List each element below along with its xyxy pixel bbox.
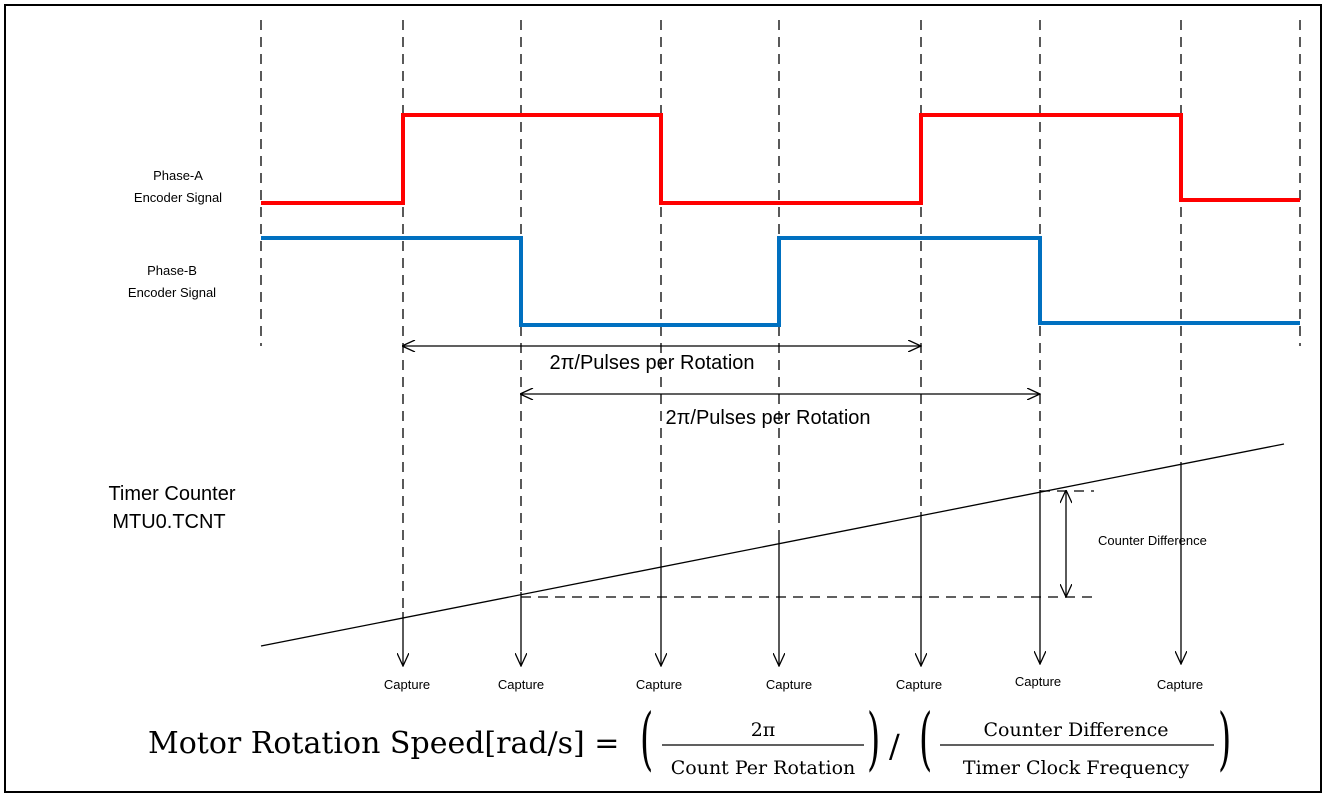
capture-label: Capture — [1015, 674, 1061, 689]
timer-counter-label-line1: Timer Counter — [108, 483, 235, 505]
counter-ramp-line — [260, 443, 1285, 647]
timer-counter-label-line2: MTU0.TCNT — [112, 511, 225, 533]
formula-numerator-1: 2π — [751, 719, 776, 741]
phase-a-label-line1: Phase-A — [153, 168, 203, 183]
capture-label: Capture — [896, 677, 942, 692]
left-paren: ( — [640, 699, 653, 779]
capture-arrows — [403, 466, 1181, 666]
phase-a-waveform — [261, 113, 1300, 205]
left-paren: ( — [919, 699, 932, 779]
capture-guide-lines — [402, 20, 1182, 612]
counter-difference-label: Counter Difference — [1098, 533, 1207, 548]
capture-label: Capture — [498, 677, 544, 692]
edge-guide-lines — [260, 20, 1301, 346]
capture-label: Capture — [636, 677, 682, 692]
phase-b-label-line1: Phase-B — [147, 263, 197, 278]
right-paren: ) — [1218, 699, 1231, 779]
phase-a-label-line2: Encoder Signal — [134, 190, 222, 205]
interval-label-1: 2π/Pulses per Rotation — [549, 352, 754, 374]
phase-b-waveform — [261, 236, 1300, 327]
capture-label: Capture — [766, 677, 812, 692]
capture-label: Capture — [1157, 677, 1203, 692]
interval-label-2: 2π/Pulses per Rotation — [665, 407, 870, 429]
formula-denominator-2: Timer Clock Frequency — [963, 757, 1189, 779]
formula-numerator-2: Counter Difference — [984, 719, 1169, 741]
formula-lhs: Motor Rotation Speed[rad/s] = — [148, 726, 619, 761]
formula-divide: / — [889, 727, 900, 765]
capture-label: Capture — [384, 677, 430, 692]
formula-denominator-1: Count Per Rotation — [671, 757, 856, 779]
right-paren: ) — [867, 699, 880, 779]
diagram-frame — [4, 4, 1322, 793]
phase-b-label-line2: Encoder Signal — [128, 285, 216, 300]
speed-formula: Motor Rotation Speed[rad/s] = ( 2π Count… — [148, 699, 1231, 779]
